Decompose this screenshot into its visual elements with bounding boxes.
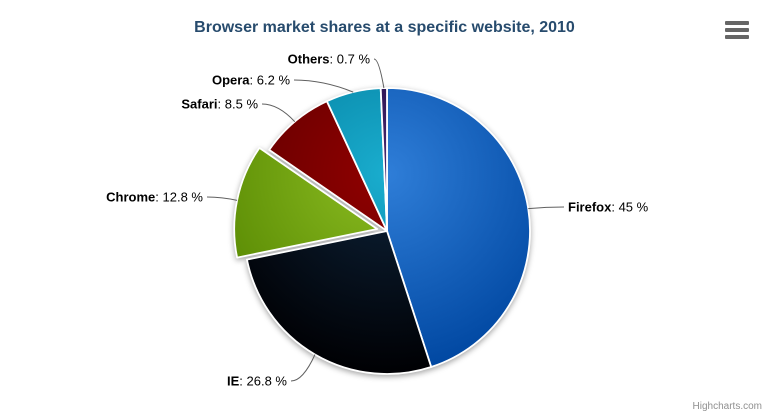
export-menu-button[interactable] <box>725 21 749 39</box>
data-label-opera: Opera: 6.2 % <box>212 73 290 88</box>
connector-safari <box>261 103 296 123</box>
pie-slice-others[interactable] <box>379 87 388 232</box>
connector-chrome <box>206 196 238 201</box>
data-label-safari: Safari: 8.5 % <box>181 97 258 112</box>
data-label-chrome: Chrome: 12.8 % <box>106 190 203 205</box>
hamburger-icon <box>725 21 749 39</box>
connector-firefox <box>528 206 565 210</box>
connector-others <box>373 58 385 89</box>
chart-title: Browser market shares at a specific webs… <box>194 19 575 36</box>
connector-opera <box>293 79 354 93</box>
data-label-ie: IE: 26.8 % <box>227 374 287 389</box>
connector-ie <box>290 354 316 382</box>
data-label-firefox: Firefox: 45 % <box>568 200 649 215</box>
credits-link[interactable]: Highcharts.com <box>692 401 762 412</box>
data-label-others: Others: 0.7 % <box>288 52 371 67</box>
pie-slice-ie[interactable] <box>246 230 433 375</box>
pie-slice-firefox[interactable] <box>386 87 531 368</box>
